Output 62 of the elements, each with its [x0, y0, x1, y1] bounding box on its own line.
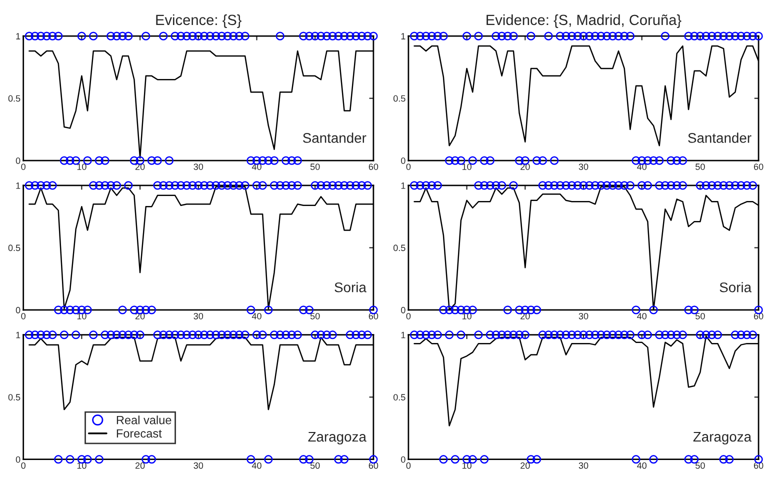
- x-tick-label: 40: [637, 462, 647, 469]
- x-tick-label: 10: [77, 164, 86, 170]
- x-tick-label: 0: [21, 312, 26, 320]
- x-tick-label: 10: [462, 312, 472, 320]
- chart-title: Evidence: {S, Madrid, Coruña}: [486, 14, 682, 28]
- chart-title: Evicence: {S}: [156, 14, 242, 28]
- x-tick-label: 0: [406, 164, 411, 170]
- x-tick-label: 10: [462, 164, 472, 170]
- x-tick-label: 20: [135, 462, 145, 469]
- x-tick-label: 50: [696, 312, 705, 320]
- y-tick-label: 0: [16, 306, 20, 314]
- x-tick-label: 40: [252, 462, 262, 469]
- x-tick-label: 20: [520, 462, 530, 469]
- y-tick-label: 0.5: [393, 394, 406, 400]
- x-tick-label: 50: [310, 164, 320, 170]
- x-tick-label: 0: [21, 164, 26, 170]
- y-tick-label: 0.5: [8, 95, 20, 102]
- x-tick-label: 60: [368, 462, 378, 469]
- y-tick-label: 1: [16, 33, 20, 40]
- annotation: Santander: [302, 132, 366, 143]
- legend-label: Real value: [116, 416, 172, 424]
- legend-label: Forecast: [116, 429, 162, 438]
- x-tick-label: 10: [77, 312, 86, 320]
- x-tick-label: 40: [637, 312, 647, 320]
- y-tick-label: 0.5: [8, 244, 20, 252]
- x-tick-label: 0: [406, 312, 411, 320]
- y-tick-label: 0.5: [393, 95, 406, 102]
- x-tick-label: 60: [368, 164, 378, 170]
- x-tick-label: 0: [406, 462, 411, 469]
- x-tick-label: 30: [578, 164, 588, 170]
- y-tick-label: 1: [401, 182, 406, 189]
- y-tick-label: 1: [401, 332, 406, 338]
- annotation: Zaragoza: [308, 432, 366, 444]
- y-tick-label: 0: [16, 456, 20, 463]
- y-tick-label: 0.5: [8, 394, 20, 400]
- x-tick-label: 10: [462, 462, 472, 469]
- y-tick-label: 1: [16, 332, 20, 338]
- x-tick-label: 50: [696, 462, 705, 469]
- y-tick-label: 0: [401, 158, 406, 164]
- x-tick-label: 30: [194, 164, 204, 170]
- y-tick-label: 0: [401, 306, 406, 314]
- x-tick-label: 30: [578, 462, 588, 469]
- x-tick-label: 40: [252, 312, 262, 320]
- y-tick-label: 0: [401, 456, 406, 463]
- y-tick-label: 0: [16, 158, 20, 164]
- x-tick-label: 50: [696, 164, 705, 170]
- x-tick-label: 30: [194, 312, 204, 320]
- y-tick-label: 1: [401, 33, 406, 40]
- x-tick-label: 10: [77, 462, 86, 469]
- x-tick-label: 60: [754, 164, 764, 170]
- annotation: Santander: [688, 132, 752, 143]
- x-tick-label: 30: [194, 462, 204, 469]
- x-tick-label: 50: [310, 312, 320, 320]
- x-tick-label: 50: [310, 462, 320, 469]
- x-tick-label: 30: [578, 312, 588, 320]
- y-tick-label: 0.5: [393, 244, 406, 252]
- x-tick-label: 60: [754, 462, 764, 469]
- annotation: Soria: [720, 282, 752, 292]
- annotation: Soria: [334, 282, 366, 292]
- y-tick-label: 1: [16, 182, 20, 189]
- x-tick-label: 0: [21, 462, 26, 469]
- annotation: Zaragoza: [693, 432, 752, 444]
